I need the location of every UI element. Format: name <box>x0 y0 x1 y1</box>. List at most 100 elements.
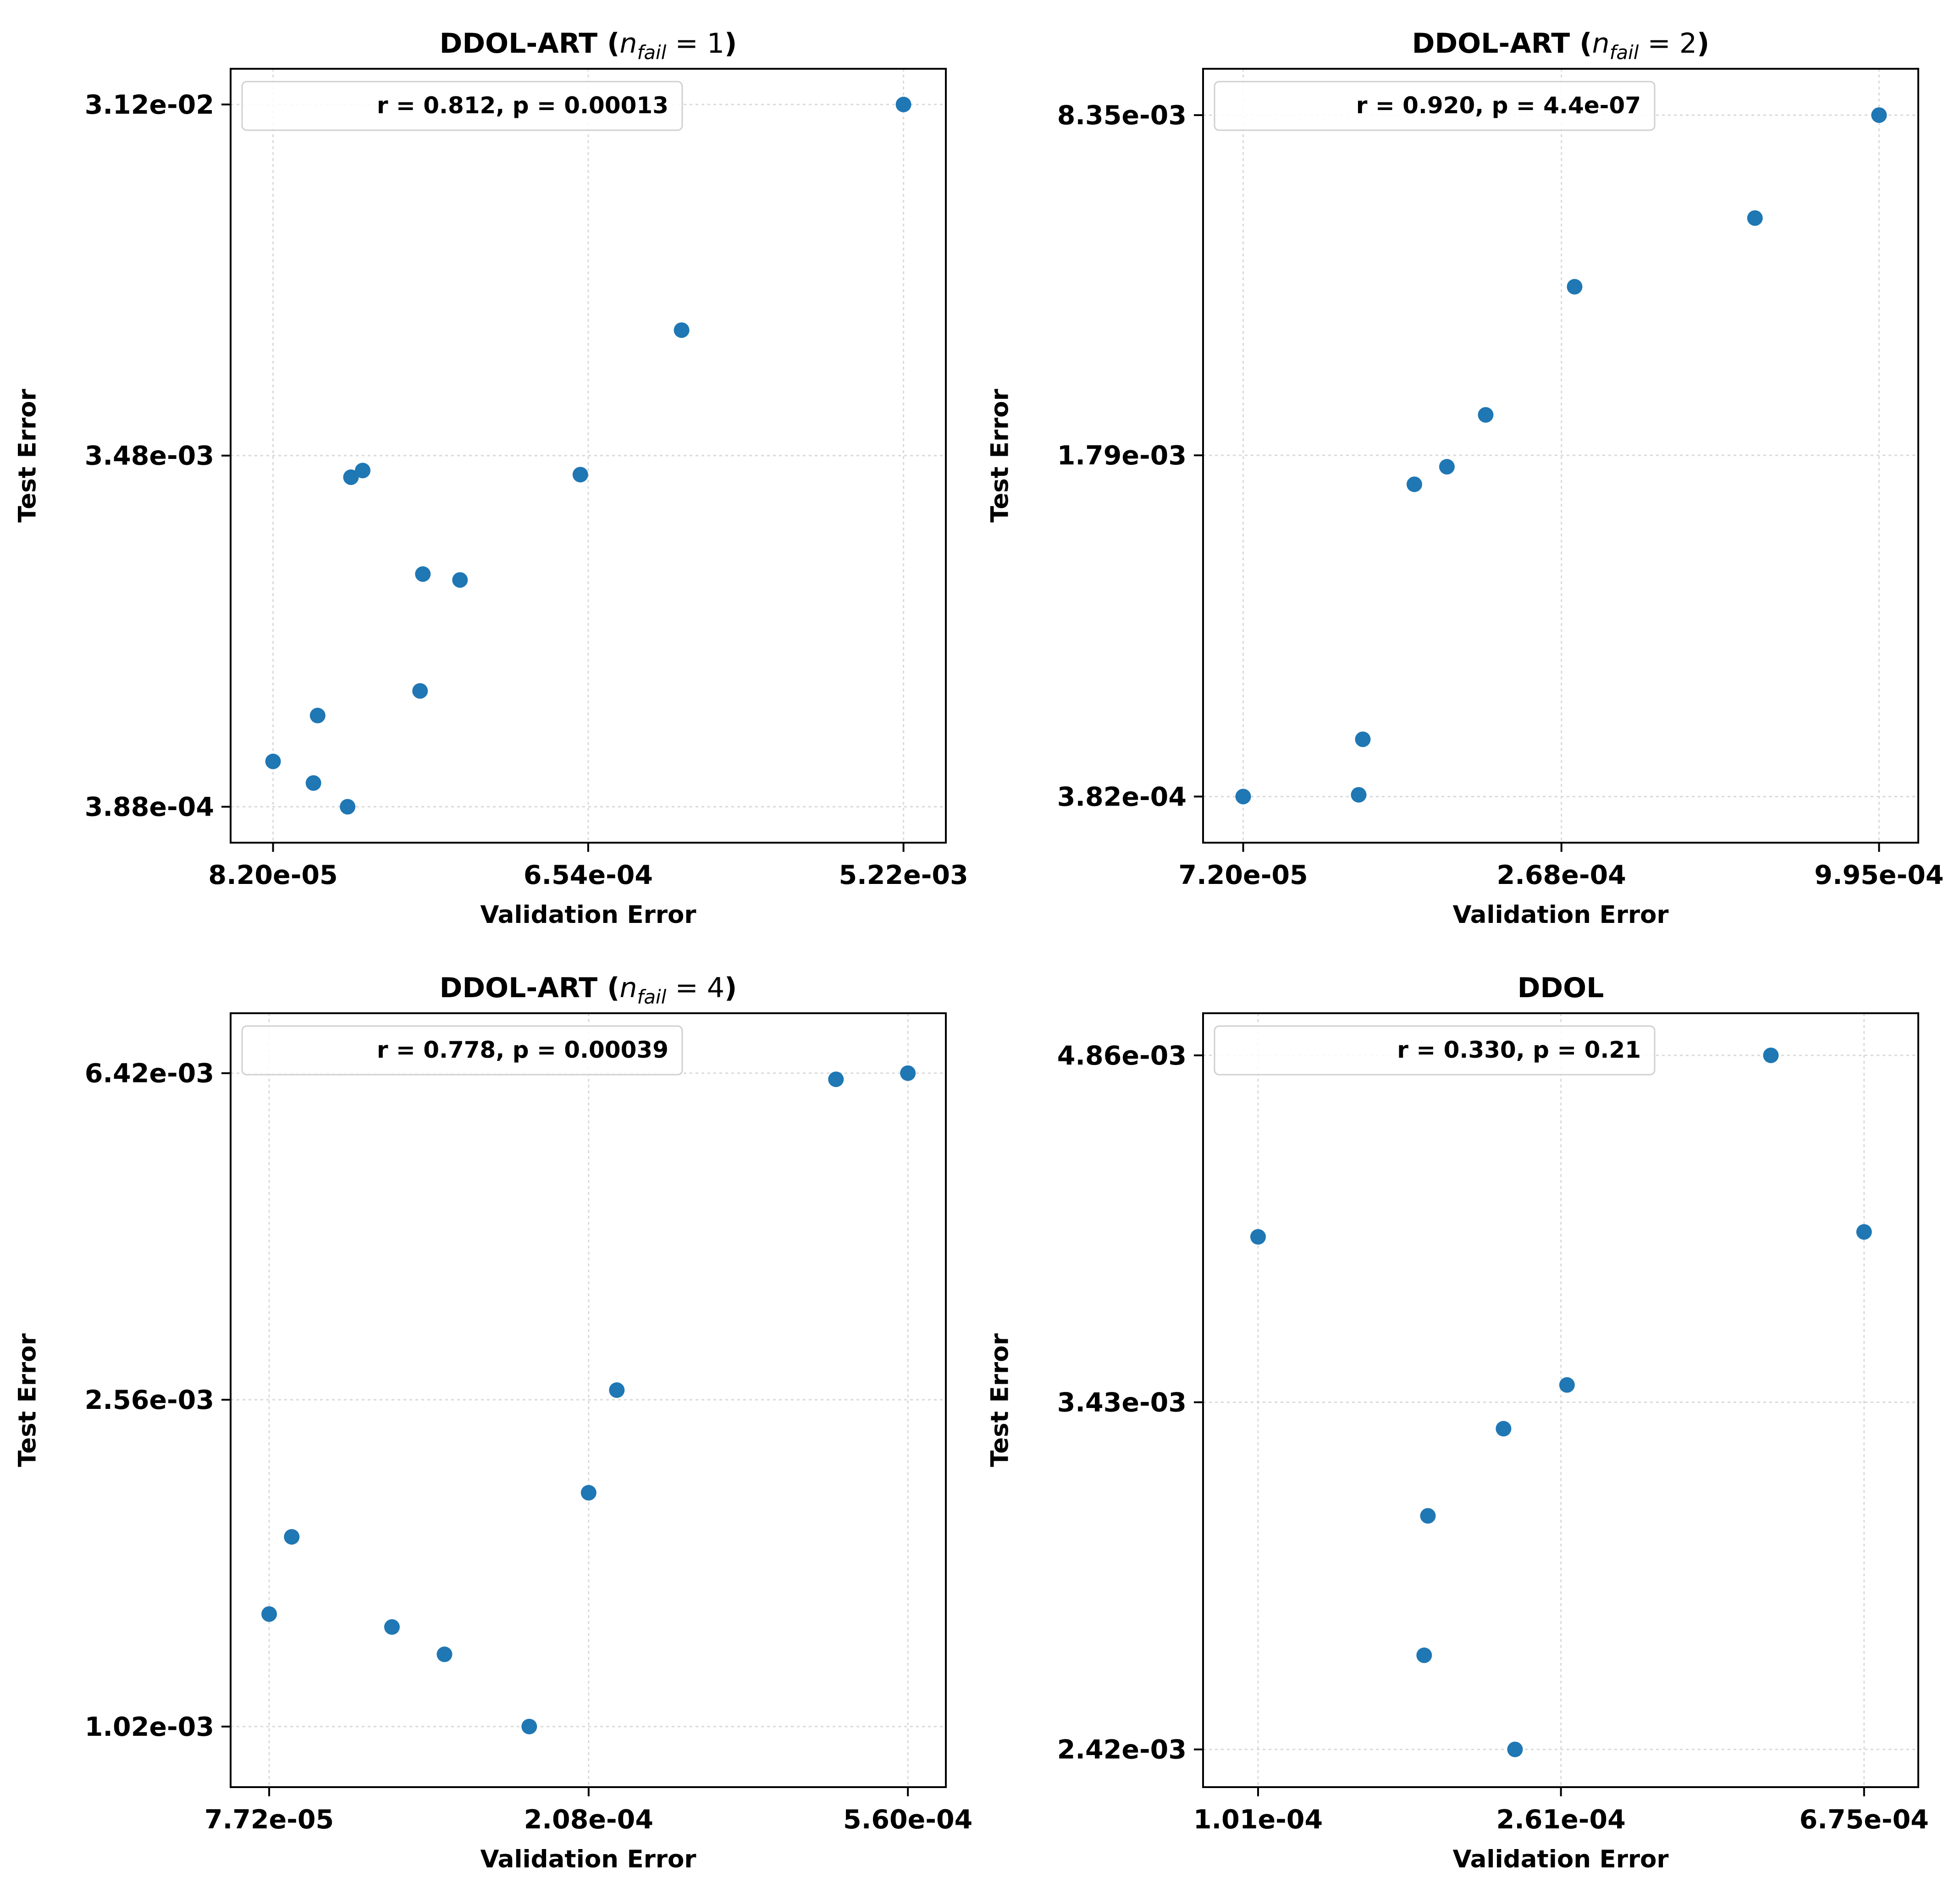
y-axis-label: Test Error <box>986 1333 1014 1467</box>
subplot-1: 8.20e-05 6.54e-04 5.22e-03 3.88e-04 3.48e-03… <box>14 28 968 929</box>
scatter-point <box>580 1485 596 1501</box>
x-tick-label: 5.60e-04 <box>843 1805 972 1835</box>
y-tick-label: 2.56e-03 <box>85 1385 214 1415</box>
legend-box <box>1214 1025 1656 1076</box>
scatter-point <box>828 1071 844 1088</box>
scatter-point <box>384 1619 400 1635</box>
scatter-point <box>1406 476 1422 492</box>
x-tick-label: 8.20e-05 <box>208 860 337 890</box>
scatter-point <box>1420 1508 1436 1524</box>
y-tick-label: 3.88e-04 <box>85 792 214 823</box>
chart-title: DDOL-ART (nfail = 1) <box>440 28 737 64</box>
title-equals: = 2 <box>1639 28 1697 60</box>
scatter-point <box>1747 210 1763 226</box>
scatter-point <box>305 775 321 791</box>
y-axis-label: Test Error <box>14 389 42 522</box>
x-tick-label: 1.01e-04 <box>1193 1805 1323 1835</box>
legend-box <box>241 81 683 131</box>
x-axis-label: Validation Error <box>480 1845 696 1873</box>
x-tick-label: 6.75e-04 <box>1800 1805 1929 1835</box>
y-tick-label: 3.43e-03 <box>1057 1387 1187 1418</box>
y-tick-label: 1.79e-03 <box>1057 441 1187 471</box>
title-subscript: fail <box>1610 41 1639 64</box>
legend: r = 0.778, p = 0.00039 <box>241 1025 683 1076</box>
scatter-point <box>415 566 431 582</box>
title-equals: = 4 <box>666 972 724 1004</box>
x-tick-label: 7.72e-05 <box>204 1805 334 1835</box>
scatter-point <box>452 572 468 588</box>
scatter-point <box>1496 1421 1512 1437</box>
scatter-point <box>895 96 911 112</box>
x-tick-label: 7.20e-05 <box>1178 860 1308 890</box>
legend: r = 0.812, p = 0.00013 <box>241 81 683 131</box>
scatter-point <box>1351 787 1367 803</box>
legend-text: r = 0.812, p = 0.00013 <box>377 92 668 119</box>
x-tick-label: 6.54e-04 <box>524 860 653 890</box>
legend-text: r = 0.778, p = 0.00039 <box>377 1037 668 1063</box>
x-tick-label: 2.61e-04 <box>1496 1805 1625 1835</box>
scatter-point <box>1439 459 1455 475</box>
x-tick-label: 2.08e-04 <box>524 1805 653 1835</box>
scatter-point <box>343 469 359 485</box>
scatter-point <box>1250 1229 1266 1245</box>
y-tick-label: 6.42e-03 <box>85 1059 214 1089</box>
scatter-point <box>284 1529 300 1545</box>
scatter-point <box>1478 407 1494 423</box>
scatter-point <box>340 799 356 815</box>
legend-text: r = 0.330, p = 0.21 <box>1397 1037 1641 1063</box>
scatter-point <box>1763 1047 1779 1063</box>
title-text: DDOL-ART ( <box>440 28 620 60</box>
x-tick-label: 5.22e-03 <box>839 860 968 890</box>
chart-title: DDOL-ART (nfail = 4) <box>440 972 737 1008</box>
title-variable: n <box>620 28 637 60</box>
title-variable: n <box>1592 28 1610 60</box>
title-close: ) <box>724 28 737 60</box>
scatter-point <box>1856 1224 1872 1240</box>
y-tick-label: 4.86e-03 <box>1057 1041 1187 1071</box>
chart-title: DDOL-ART (nfail = 2) <box>1412 28 1710 64</box>
scatter-point <box>355 463 371 479</box>
title-equals: = 1 <box>666 28 724 60</box>
title-text: DDOL-ART ( <box>1412 28 1592 60</box>
scatter-point <box>265 753 281 769</box>
subplot-2: 7.20e-05 2.68e-04 9.95e-04 3.82e-04 1.79e-03… <box>986 28 1944 929</box>
scatter-point <box>309 707 326 723</box>
legend-box <box>241 1025 683 1076</box>
title-subscript: fail <box>637 986 667 1008</box>
title-subscript: fail <box>637 41 667 64</box>
y-tick-label: 8.35e-03 <box>1057 100 1187 131</box>
y-tick-label: 3.12e-02 <box>85 90 214 120</box>
title-close: ) <box>724 972 737 1004</box>
scatter-point <box>261 1606 277 1622</box>
scatter-point <box>1567 279 1583 295</box>
scatter-point <box>412 683 428 699</box>
legend: r = 0.920, p = 4.4e-07 <box>1214 81 1656 131</box>
y-axis-label: Test Error <box>14 1333 42 1467</box>
scatter-point <box>1416 1647 1432 1663</box>
subplot-3: 7.72e-05 2.08e-04 5.60e-04 1.02e-03 2.56e-03… <box>14 972 973 1873</box>
x-tick-label: 2.68e-04 <box>1497 860 1626 890</box>
y-axis-label: Test Error <box>986 389 1014 522</box>
y-tick-label: 3.48e-03 <box>85 441 214 471</box>
scatter-point <box>1235 789 1251 805</box>
scatter-point <box>1507 1741 1523 1757</box>
subplot-4: 1.01e-04 2.61e-04 6.75e-04 2.42e-03 3.43e-03… <box>986 972 1929 1873</box>
scatter-point <box>1559 1377 1575 1393</box>
y-tick-label: 3.82e-04 <box>1057 782 1187 812</box>
scatter-point <box>572 467 588 483</box>
scatter-point <box>1871 107 1887 123</box>
chart-title: DDOL <box>1518 972 1604 1004</box>
x-axis-label: Validation Error <box>1452 901 1668 929</box>
legend: r = 0.330, p = 0.21 <box>1214 1025 1656 1076</box>
scatter-point <box>1355 731 1371 747</box>
title-text: DDOL <box>1518 972 1604 1004</box>
x-tick-label: 9.95e-04 <box>1814 860 1943 890</box>
y-tick-label: 2.42e-03 <box>1057 1735 1187 1765</box>
scatter-point <box>674 322 690 338</box>
title-text: DDOL-ART ( <box>440 972 620 1004</box>
scatter-point <box>609 1382 625 1398</box>
scatter-point <box>436 1646 453 1662</box>
title-variable: n <box>620 972 637 1004</box>
x-axis-label: Validation Error <box>480 901 696 929</box>
